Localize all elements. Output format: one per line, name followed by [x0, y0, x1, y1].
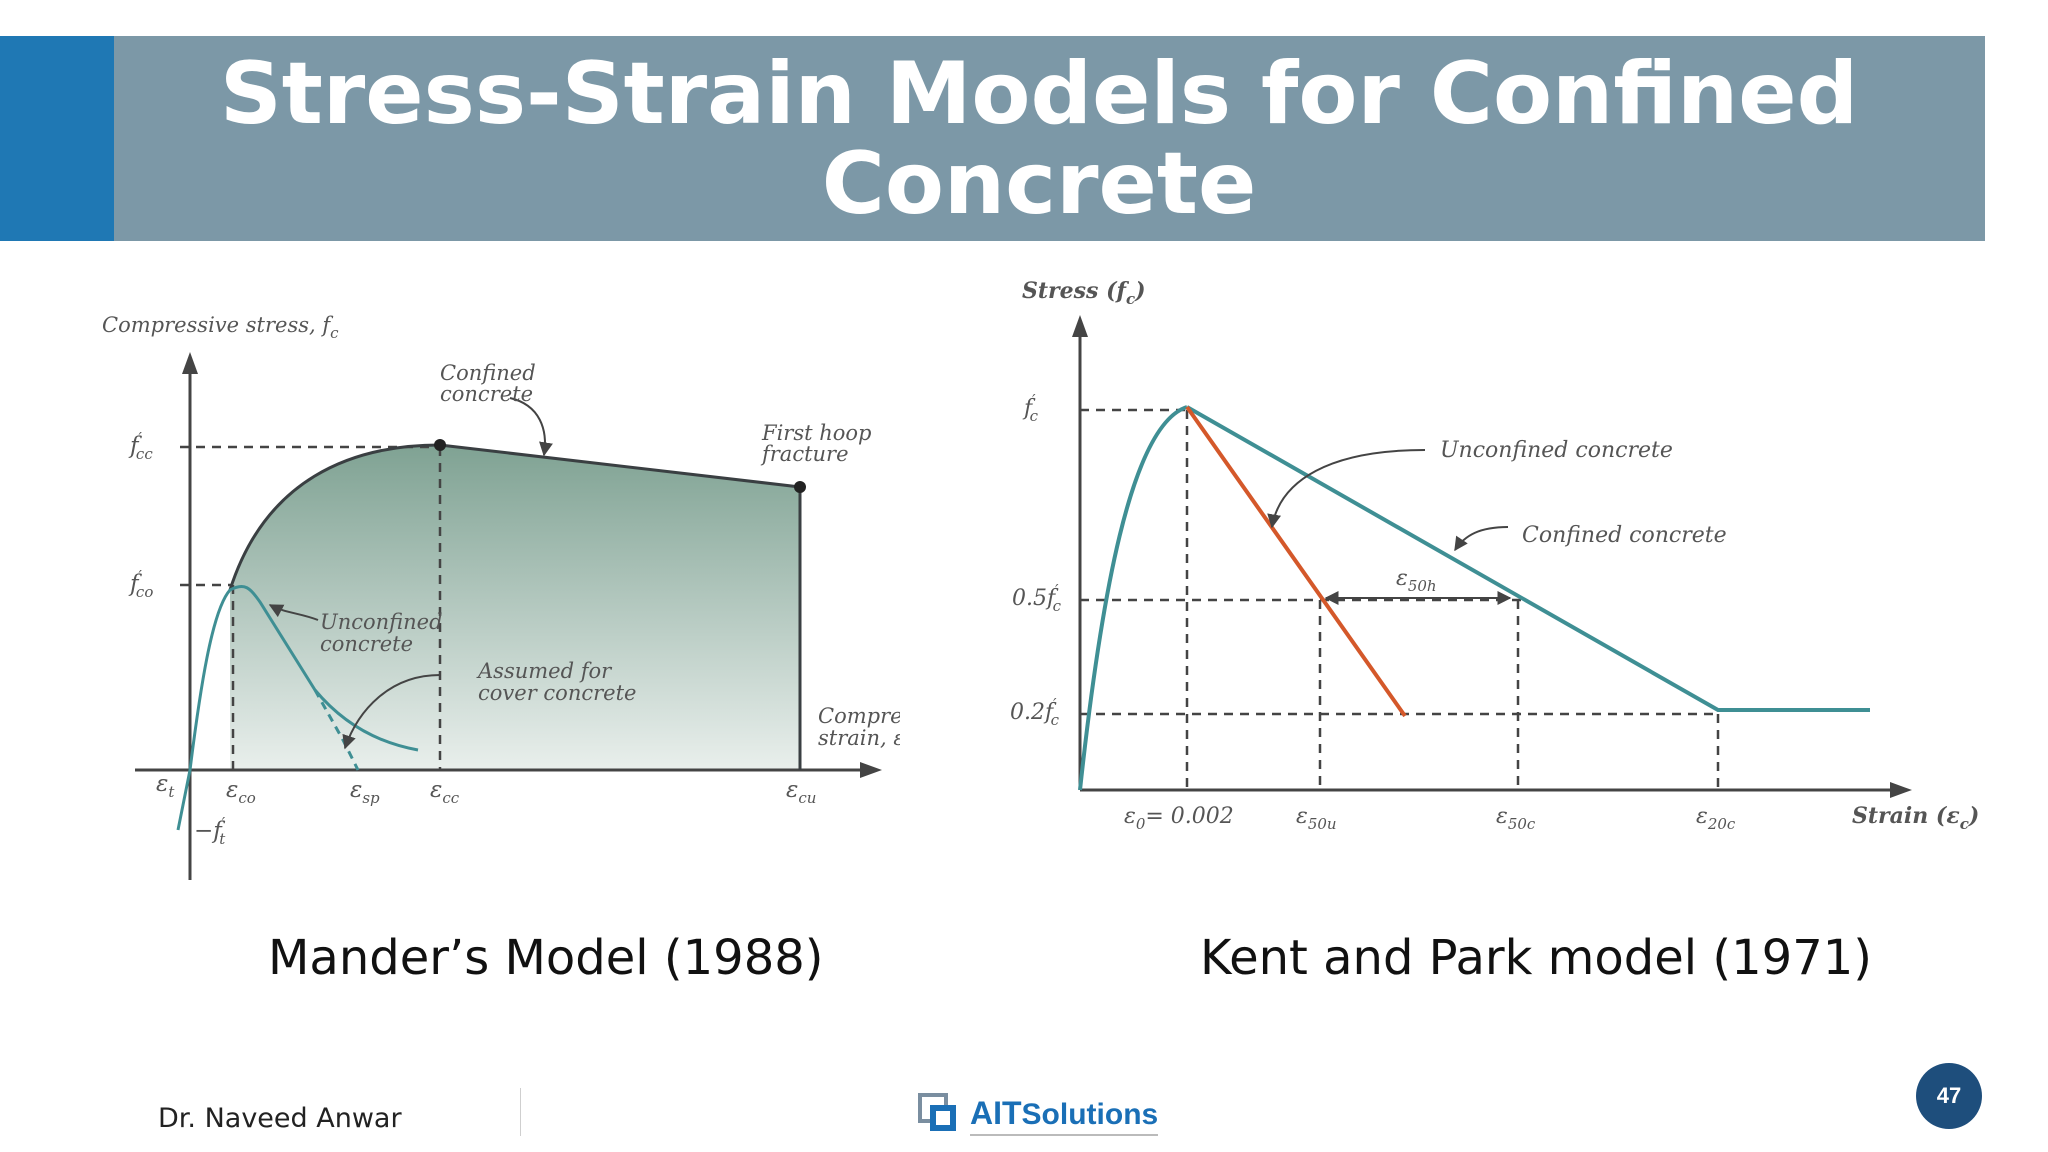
mander-y-axis-arrowhead — [182, 352, 198, 374]
tick-ecc: εcc — [430, 777, 460, 807]
ait-solutions-logo: AITSolutions — [918, 1090, 1159, 1140]
mander-stress-strain-diagram: Compressive stress, fc Confined concrete… — [102, 313, 900, 880]
kp-tick-e0: ε0= 0.002 — [1124, 804, 1234, 833]
tick-neg-ft: −f′ t — [194, 814, 226, 848]
confined-pointer — [509, 397, 553, 457]
kent-park-stress-strain-diagram: Stress (fc) Unconfined concrete Confined… — [1010, 278, 1979, 833]
hoop-fracture-point — [794, 481, 806, 493]
kp-tick-e50c: ε50c — [1496, 804, 1536, 833]
tick-esp: εsp — [350, 777, 380, 807]
tick-fcc: f′ cc — [128, 429, 153, 463]
kp-unconfined-curve — [1185, 405, 1407, 718]
first-hoop-label-line1: First hoop — [761, 421, 871, 445]
kent-park-caption: Kent and Park model (1971) — [1200, 930, 1872, 986]
kp-x-axis-label: Strain (εc) — [1852, 803, 1979, 833]
kp-tick-half-fc: 0.5f′ c — [1012, 581, 1062, 615]
assumed-pointer — [342, 674, 441, 750]
kp-ascending-curve — [1078, 405, 1188, 791]
ait-logo-icon — [918, 1093, 956, 1131]
kp-tick-point2-fc: 0.2f′ c — [1010, 695, 1060, 729]
tick-eco: εco — [226, 777, 256, 807]
confined-label-line2: concrete — [440, 382, 533, 406]
footer-author: Dr. Naveed Anwar — [158, 1103, 402, 1134]
tick-ecu: εcu — [786, 777, 816, 807]
tick-et: εt — [156, 771, 175, 801]
footer-divider — [520, 1088, 521, 1136]
unconfined-pointer — [268, 604, 319, 621]
mander-y-axis-label: Compressive stress, fc — [102, 313, 339, 342]
mander-caption: Mander’s Model (1988) — [268, 930, 824, 986]
kp-tick-e20c: ε20c — [1696, 804, 1736, 833]
slide-title: Stress-Strain Models for Confined Concre… — [219, 43, 1859, 234]
kp-y-axis-arrowhead — [1072, 315, 1088, 337]
confined-region-fill — [230, 445, 800, 770]
unconfined-label-line1: Unconfined — [320, 610, 443, 634]
title-accent-block — [0, 36, 114, 241]
kp-tick-e50u: ε50u — [1296, 804, 1337, 833]
kp-confined-label: Confined concrete — [1522, 523, 1727, 548]
kp-e50h-label: ε50h — [1396, 566, 1437, 595]
logo-wordmark: AITSolutions — [970, 1094, 1159, 1136]
mander-x-axis-arrowhead — [860, 762, 882, 778]
peak-point — [434, 439, 446, 451]
mander-x-axis-label-line1: Compressive — [818, 704, 900, 728]
unconfined-curve — [176, 585, 419, 831]
kp-confined-curve — [1186, 405, 1870, 712]
confined-curve — [228, 443, 801, 591]
kp-confined-pointer — [1454, 526, 1509, 552]
confined-label-line1: Confined — [440, 361, 536, 385]
kp-unconfined-pointer — [1267, 449, 1426, 529]
kp-y-axis-label: Stress (fc) — [1022, 278, 1146, 308]
first-hoop-label-line2: fracture — [760, 442, 849, 466]
kp-tick-fc: f′ c — [1022, 391, 1039, 425]
page-number-badge: 47 — [1916, 1063, 1982, 1129]
assumed-label-line1: Assumed for — [476, 659, 613, 683]
kp-unconfined-label: Unconfined concrete — [1440, 438, 1673, 463]
title-bar — [0, 36, 1985, 241]
mander-x-axis-label-line2: strain, εc — [818, 726, 900, 755]
tick-fco: f′ co — [128, 567, 153, 601]
assumed-label-line2: cover concrete — [478, 681, 636, 705]
unconfined-label-line2: concrete — [320, 632, 413, 656]
kp-x-axis-arrowhead — [1890, 782, 1912, 798]
